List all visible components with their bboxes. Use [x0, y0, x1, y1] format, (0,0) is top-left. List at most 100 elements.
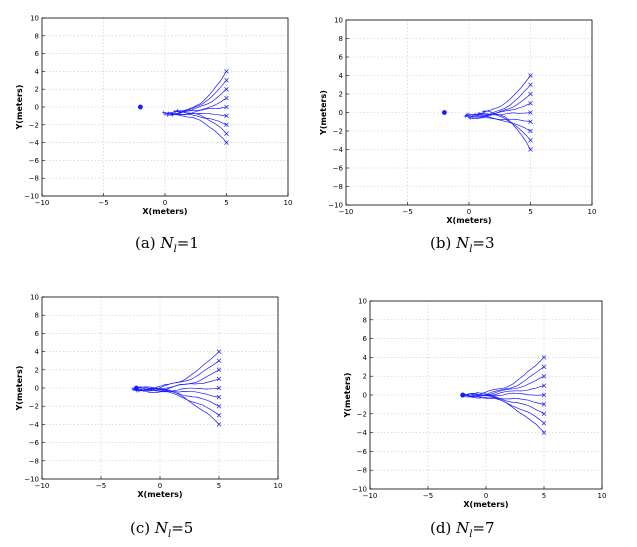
start-marker	[216, 367, 222, 373]
x-tick-label: 10	[284, 199, 293, 207]
trajectory-line	[470, 117, 531, 123]
y-tick-label: 2	[35, 366, 39, 374]
start-marker	[541, 373, 547, 379]
x-tick-label: −10	[363, 492, 378, 500]
trajectory-line	[462, 392, 545, 397]
chart-a: −10 −5 0 5 10 −10 −8 −6 −4 −2 0 2 4 6 8 10 X(meters) Y(me…	[15, 15, 293, 217]
y-tick-label: −2	[357, 410, 367, 418]
chart-panel-d: −10 −5 0 5 10 −10 −8 −6 −4 −2 0 2 4 6 8 10 X(meters) Y(me…	[316, 285, 626, 510]
trajectory-line	[136, 360, 220, 390]
start-marker	[528, 119, 533, 124]
chart-d: −10 −5 0 5 10 −10 −8 −6 −4 −2 0 2 4 6 8 10 X(meters) Y(me…	[343, 298, 606, 510]
y-tick-label: 8	[339, 35, 343, 43]
start-marker	[216, 403, 222, 409]
y-tick-label: −2	[333, 128, 343, 136]
y-tick-label: 4	[35, 68, 40, 76]
chart-panel-a: −10 −5 0 5 10 −10 −8 −6 −4 −2 0 2 4 6 8 10 X(meters) Y(me…	[0, 0, 310, 225]
start-marker	[224, 122, 229, 128]
y-tick-label: 8	[35, 32, 39, 40]
target-point	[138, 104, 143, 110]
trajectory-line	[462, 393, 545, 415]
x-tick-label: −10	[35, 199, 50, 207]
y-axis-label: Y(meters)	[15, 366, 24, 412]
start-marker	[216, 358, 222, 363]
x-tick-label: 10	[588, 208, 597, 216]
x-tick-label: −5	[98, 199, 108, 207]
trajectory-line	[133, 351, 220, 392]
start-marker	[541, 420, 547, 426]
end-marker	[163, 112, 167, 116]
x-tick-label: 0	[484, 492, 488, 500]
caption-a: (a) Nl=1	[135, 234, 199, 255]
start-marker	[224, 95, 229, 101]
y-tick-label: 10	[30, 15, 39, 23]
y-tick-label: −8	[333, 183, 343, 191]
start-marker	[528, 73, 533, 78]
y-tick-label: −8	[357, 467, 367, 475]
x-tick-label: −10	[339, 208, 354, 216]
y-tick-label: 4	[339, 72, 344, 80]
x-tick-label: 10	[274, 482, 283, 490]
y-tick-label: 6	[35, 50, 40, 58]
x-axis-label: X(meters)	[446, 216, 491, 225]
y-tick-label: −4	[29, 139, 40, 147]
start-marker	[541, 355, 547, 360]
end-marker	[463, 114, 467, 118]
start-marker	[224, 131, 229, 136]
target-point	[442, 110, 447, 115]
trajectory-line	[174, 88, 227, 112]
start-marker	[541, 364, 547, 370]
trajectory-line	[137, 386, 220, 425]
start-marker	[216, 385, 222, 391]
start-marker	[216, 413, 222, 418]
y-tick-label: −4	[333, 146, 344, 154]
x-axis-label: X(meters)	[142, 207, 187, 216]
start-marker	[528, 82, 533, 87]
y-tick-label: 0	[35, 104, 39, 112]
y-tick-label: 2	[35, 86, 39, 94]
trajectory-line	[483, 110, 531, 150]
end-marker	[178, 110, 182, 114]
caption-c: (c) Nl=5	[130, 519, 194, 540]
y-tick-label: −6	[29, 157, 40, 165]
chart-c: −10 −5 0 5 10 −10 −8 −6 −4 −2 0 2 4 6 8 10 X(meters) Y(me…	[15, 294, 283, 500]
y-tick-label: 4	[35, 348, 40, 356]
start-marker	[528, 91, 533, 97]
x-tick-label: 5	[542, 492, 546, 500]
end-marker	[162, 110, 166, 114]
y-tick-label: −6	[357, 448, 368, 456]
x-tick-label: −5	[423, 492, 433, 500]
y-tick-label: −4	[29, 421, 40, 429]
start-marker	[224, 86, 229, 92]
y-tick-label: −8	[29, 457, 39, 465]
y-tick-label: −6	[29, 439, 40, 447]
y-tick-label: 2	[363, 373, 367, 381]
start-marker	[528, 128, 533, 134]
trajectory-line	[462, 393, 545, 433]
trajectory-line	[179, 111, 227, 134]
x-axis-label: X(meters)	[463, 500, 508, 509]
target-point	[134, 385, 139, 391]
start-marker	[528, 138, 533, 143]
y-tick-label: 10	[334, 17, 343, 25]
start-marker	[541, 411, 547, 417]
y-tick-label: −10	[24, 476, 39, 484]
caption-b: (b) Nl=3	[430, 234, 495, 255]
x-tick-label: 0	[158, 482, 162, 490]
y-tick-label: −10	[24, 193, 39, 201]
end-marker	[482, 109, 486, 114]
start-marker	[224, 140, 229, 145]
trajectory-line	[177, 106, 227, 112]
x-tick-label: 5	[528, 208, 532, 216]
start-marker	[541, 402, 547, 407]
y-tick-label: 8	[363, 316, 367, 324]
end-marker	[173, 109, 177, 114]
start-marker	[528, 101, 533, 106]
y-tick-label: −2	[29, 121, 39, 129]
x-tick-label: 0	[163, 199, 167, 207]
end-marker	[477, 111, 481, 116]
start-marker	[224, 113, 229, 119]
start-marker	[224, 104, 229, 110]
end-marker	[473, 112, 477, 116]
trajectory-line	[163, 111, 227, 117]
